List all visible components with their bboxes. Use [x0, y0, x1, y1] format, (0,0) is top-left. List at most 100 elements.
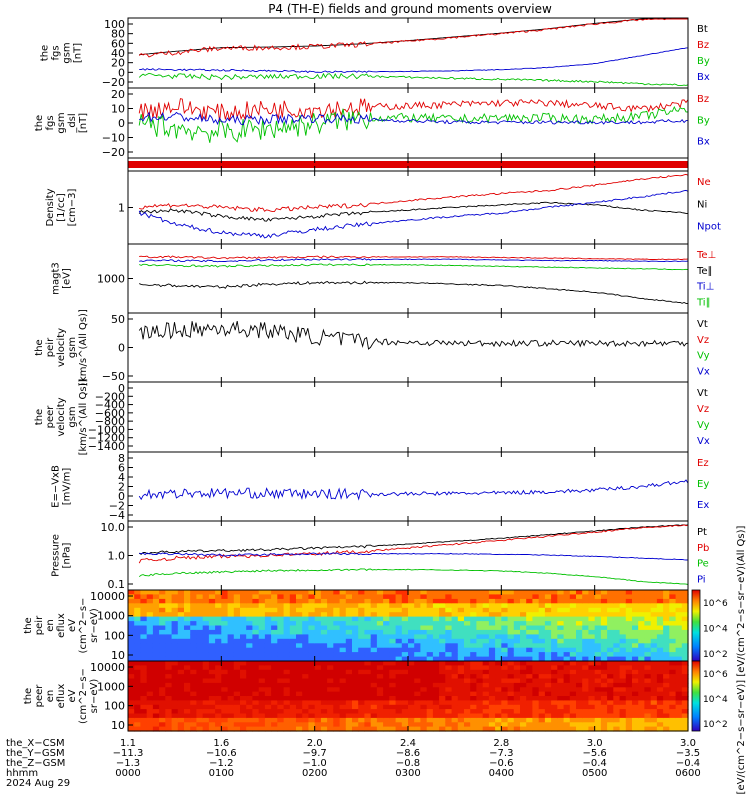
spectrogram-cell [302, 674, 309, 680]
spectrogram-cell [532, 647, 540, 653]
spectrogram-cell [501, 669, 509, 675]
spectrogram-cell [532, 656, 540, 662]
spectrogram-cell [663, 616, 670, 622]
spectrogram-cell [681, 726, 689, 732]
spectrogram-cell [607, 696, 614, 701]
spectrogram-cell [152, 674, 160, 680]
spectrogram-cell [532, 629, 540, 635]
spectrogram-cell [656, 682, 664, 688]
spectrogram-cell [196, 638, 204, 644]
spectrogram-cell [420, 678, 428, 684]
spectrogram-cell [202, 700, 210, 706]
spectrogram-cell [401, 665, 409, 671]
spectrogram-cell [513, 629, 521, 635]
spectrogram-cell [681, 669, 689, 675]
y-axis-label: peer [34, 684, 45, 708]
spectrogram-cell [327, 607, 334, 613]
spectrogram-cell [451, 696, 459, 701]
spectrogram-cell [165, 603, 173, 609]
spectrogram-cell [146, 722, 154, 728]
spectrogram-cell [464, 726, 471, 732]
spectrogram-cell [308, 656, 316, 662]
spectrogram-cell [345, 700, 353, 706]
spectrogram-cell [240, 634, 247, 640]
series-line-vt [138, 321, 689, 350]
spectrogram-cell [656, 656, 664, 662]
spectrogram-cell [202, 652, 210, 658]
spectrogram-cell [152, 616, 160, 622]
spectrogram-cell [289, 616, 297, 622]
legend-ni: Ni [697, 199, 707, 210]
spectrogram-cell [408, 669, 415, 675]
spectrogram-cell [271, 696, 278, 701]
spectrogram-cell [482, 700, 490, 706]
spectrogram-cell [650, 638, 658, 644]
spectrogram-cell [538, 661, 546, 666]
spectrogram-cell [177, 682, 185, 688]
spectrogram-cell [538, 598, 546, 604]
spectrogram-cell [159, 722, 166, 728]
spectrogram-cell [165, 590, 173, 595]
spectrogram-cell [420, 665, 428, 671]
spectrogram-cell [681, 612, 689, 618]
spectrogram-cell [569, 616, 577, 622]
spectrogram-cell [414, 643, 421, 649]
spectrogram-cell [470, 603, 477, 609]
spectrogram-cell [264, 722, 272, 728]
spectrogram-cell [420, 717, 428, 723]
spectrogram-cell [557, 603, 565, 609]
spectrogram-cell [638, 704, 645, 710]
spectrogram-cell [134, 647, 141, 653]
x-tick-label: 3.0 [587, 738, 603, 749]
spectrogram-cell [159, 643, 166, 649]
spectrogram-cell [544, 656, 552, 662]
spectrogram-cell [563, 678, 571, 684]
spectrogram-cell [532, 621, 540, 627]
spectrogram-cell [364, 656, 372, 662]
spectrogram-cell [345, 629, 353, 635]
spectrogram-cell [389, 700, 397, 706]
spectrogram-cell [401, 647, 409, 653]
spectrogram-cell [619, 709, 627, 715]
spectrogram-cell [538, 594, 546, 600]
spectrogram-cell [370, 713, 378, 719]
spectrogram-cell [240, 696, 247, 701]
spectrogram-cell [165, 704, 173, 710]
spectrogram-cell [159, 616, 166, 622]
spectrogram-cell [600, 598, 608, 604]
spectrogram-cell [557, 594, 565, 600]
spectrogram-cell [389, 598, 397, 604]
spectrogram-cell [588, 643, 596, 649]
spectrogram-cell [588, 661, 596, 666]
spectrogram-cell [482, 643, 490, 649]
spectrogram-cell [632, 590, 639, 595]
spectrogram-cell [532, 687, 540, 693]
spectrogram-cell [619, 696, 627, 701]
spectrogram-cell [482, 726, 490, 732]
spectrogram-cell [408, 638, 415, 644]
spectrogram-cell [327, 661, 334, 666]
spectrogram-cell [526, 634, 533, 640]
spectrogram-cell [401, 678, 409, 684]
spectrogram-cell [240, 643, 247, 649]
spectrogram-cell [401, 691, 409, 697]
spectrogram-cell [302, 717, 309, 723]
spectrogram-cell [302, 656, 309, 662]
spectrogram-cell [526, 665, 533, 671]
spectrogram-cell [451, 616, 459, 622]
spectrogram-cell [588, 598, 596, 604]
spectrogram-cell [507, 647, 515, 653]
spectrogram-cell [607, 687, 614, 693]
spectrogram-cell [445, 682, 453, 688]
spectrogram-cell [271, 704, 278, 710]
spectrogram-cell [445, 652, 453, 658]
spectrogram-cell [426, 669, 434, 675]
spectrogram-cell [177, 607, 185, 613]
spectrogram-cell [152, 647, 160, 653]
spectrogram-cell [594, 638, 602, 644]
spectrogram-cell [488, 661, 496, 666]
spectrogram-cell [414, 616, 421, 622]
spectrogram-cell [663, 709, 670, 715]
spectrogram-cell [426, 665, 434, 671]
spectrogram-cell [383, 607, 390, 613]
